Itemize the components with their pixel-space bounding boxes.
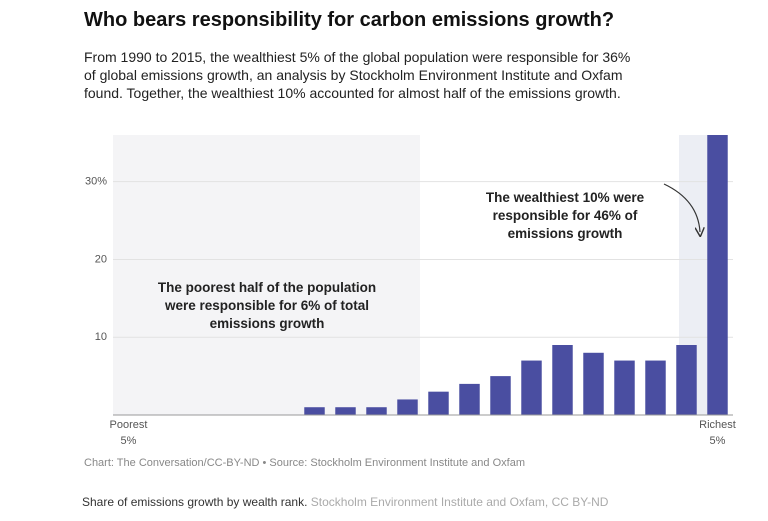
caption: Share of emissions growth by wealth rank… (82, 495, 608, 509)
caption-text: Share of emissions growth by wealth rank… (82, 495, 308, 509)
subtitle: From 1990 to 2015, the wealthiest 5% of … (84, 49, 631, 101)
bar (676, 345, 697, 415)
y-tick-label: 20 (95, 253, 107, 265)
y-tick-label: 10 (95, 331, 107, 343)
bar (707, 135, 728, 415)
bar (335, 407, 356, 415)
x-tick-label: Richest 5% (699, 419, 736, 447)
arrow (663, 183, 700, 232)
bar (552, 345, 573, 415)
bar (645, 360, 666, 415)
bar (614, 360, 635, 415)
shade-poorest (113, 135, 420, 415)
source: Chart: The Conversation/CC-BY-ND • Sourc… (84, 457, 525, 469)
annotation: The poorest half of the population were … (157, 280, 377, 331)
bar (428, 391, 449, 415)
annotation: The wealthiest 10% were responsible for … (485, 190, 645, 241)
y-tick-label: 30% (85, 176, 107, 188)
bar (490, 376, 511, 415)
bar (304, 407, 325, 415)
x-tick-label: Poorest 5% (110, 419, 148, 447)
caption-credit: Stockholm Environment Institute and Oxfa… (310, 495, 609, 509)
bar (521, 360, 542, 415)
bar (366, 407, 387, 415)
bar (583, 352, 604, 415)
bar (397, 399, 418, 415)
bar (459, 383, 480, 415)
title: Who bears responsibility for carbon emis… (84, 9, 615, 31)
